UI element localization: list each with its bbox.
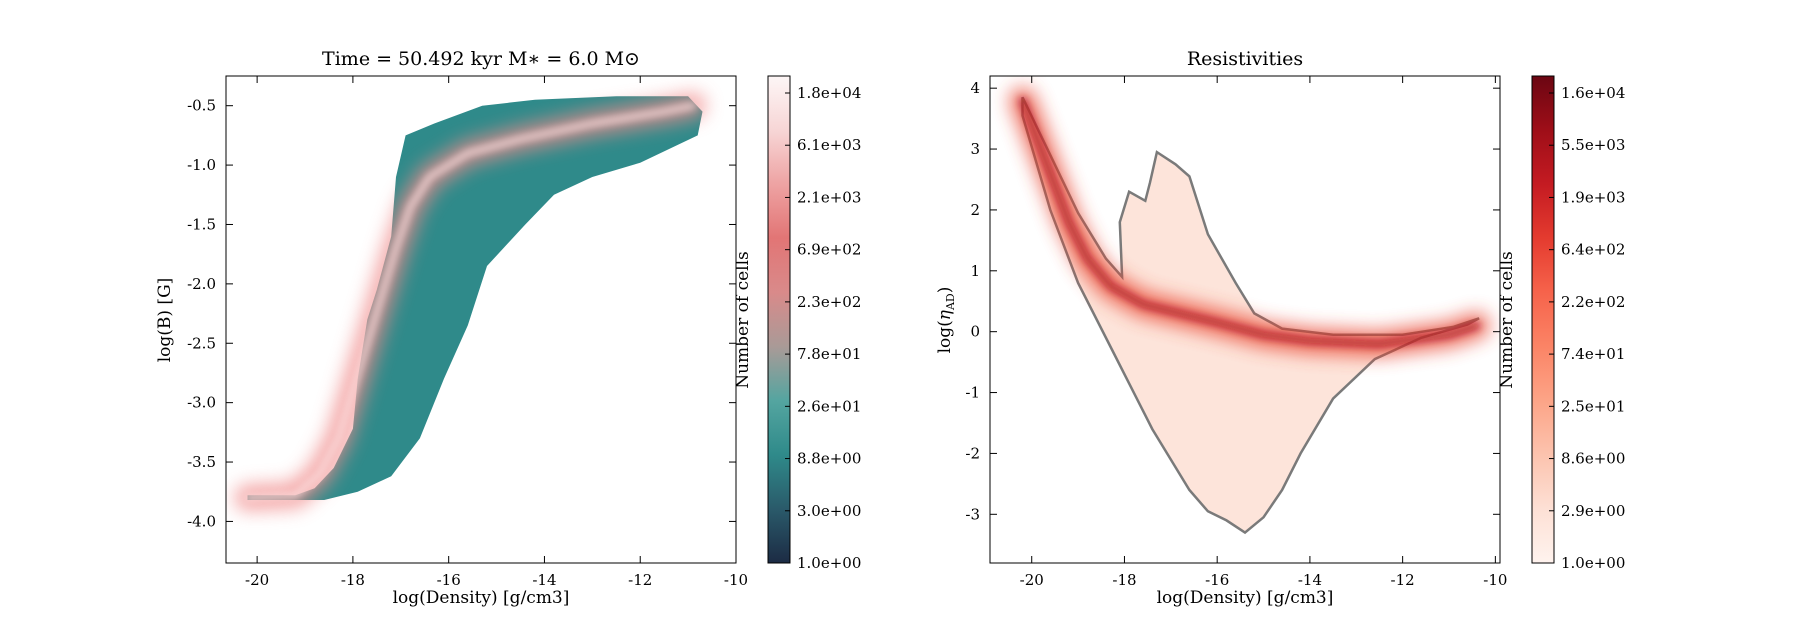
chart-panel-resistivities: Resistivities -20 -18 -16 -14 -12 -10 -3-2-10… <box>935 48 1625 608</box>
x-tick-label: -14 <box>532 571 556 589</box>
x-tick-label: -12 <box>1391 571 1415 589</box>
plot-frame <box>225 75 737 564</box>
x-axis-label: log(Density) [g/cm3] <box>393 588 570 608</box>
distribution-region <box>1021 96 1480 535</box>
x-tick-label: -20 <box>245 571 269 589</box>
colorbar-tick-label: 6.9e+02 <box>797 241 861 259</box>
x-axis: -20 -18 -16 -14 -12 -10 <box>245 76 748 589</box>
colorbar-tick-label: 8.6e+00 <box>1561 450 1625 468</box>
colorbar-tick-label: 3.0e+00 <box>797 502 861 520</box>
y-tick-label: -1.0 <box>187 156 216 174</box>
x-tick-label: -18 <box>341 571 365 589</box>
y-tick-label: -2 <box>965 444 980 462</box>
colorbar-tick-label: 8.8e+00 <box>797 450 861 468</box>
x-tick-label: -18 <box>1112 571 1136 589</box>
x-axis: -20 -18 -16 -14 -12 -10 <box>1020 76 1507 589</box>
colorbar-tick-label: 2.2e+02 <box>1561 293 1625 311</box>
x-tick-label: -10 <box>724 571 748 589</box>
x-tick-label: -16 <box>437 571 461 589</box>
y-tick-label: 2 <box>970 201 980 219</box>
heatmap-plot <box>1009 87 1490 535</box>
y-tick-label: -1 <box>965 384 980 402</box>
y-tick-label: -0.5 <box>187 97 216 115</box>
colorbar: 1.0e+00 3.0e+00 8.8e+00 2.6e+01 7.8e+01 2.3e+… <box>767 75 861 572</box>
colorbar-label: Number of cells <box>733 251 753 389</box>
y-tick-label: -3 <box>965 505 980 523</box>
colorbar-tick-label: 2.1e+03 <box>797 188 861 206</box>
x-tick-label: -20 <box>1020 571 1044 589</box>
colorbar-tick-label: 2.5e+01 <box>1561 397 1625 415</box>
y-tick-label: 4 <box>970 79 980 97</box>
colorbar-tick-label: 7.8e+01 <box>797 345 861 363</box>
colorbar-tick-label: 6.4e+02 <box>1561 241 1625 259</box>
y-tick-label: -3.0 <box>187 394 216 412</box>
x-axis-label: log(Density) [g/cm3] <box>1157 588 1334 608</box>
y-tick-label: -4.0 <box>187 512 216 530</box>
y-tick-label: -2.5 <box>187 334 216 352</box>
colorbar-tick-label: 6.1e+03 <box>797 136 861 154</box>
colorbar-tick-label: 1.9e+03 <box>1561 188 1625 206</box>
density-ridge-core <box>1019 97 1480 347</box>
y-tick-label: 3 <box>970 140 980 158</box>
y-axis: -4.0 -3.5 -3.0 -2.5 -2.0 -1.5 -1.0 -0.5 <box>187 97 736 530</box>
x-tick-label: -12 <box>628 571 652 589</box>
y-axis-label: log(ηAD) <box>935 287 957 354</box>
y-axis: -3 -2 -1 0 1 2 3 4 <box>965 79 1500 523</box>
heatmap-plot <box>234 92 706 511</box>
density-ridge-core <box>244 102 696 501</box>
colorbar-tick-label: 2.9e+00 <box>1561 502 1625 520</box>
colorbar-tick-label: 1.8e+04 <box>797 84 861 102</box>
colorbar-tick-label: 5.5e+03 <box>1561 136 1625 154</box>
colorbar: 1.0e+00 2.9e+00 8.6e+00 2.5e+01 7.4e+01 2.2e+… <box>1531 75 1625 572</box>
y-tick-label: 1 <box>970 262 980 280</box>
colorbar-gradient <box>1531 75 1555 564</box>
colorbar-tick-label: 7.4e+01 <box>1561 345 1625 363</box>
colorbar-tick-label: 2.6e+01 <box>797 397 861 415</box>
y-tick-label: -1.5 <box>187 215 216 233</box>
colorbar-tick-label: 1.6e+04 <box>1561 84 1625 102</box>
x-tick-label: -16 <box>1205 571 1229 589</box>
x-tick-label: -10 <box>1483 571 1507 589</box>
y-axis-label: log(B) [G] <box>155 278 175 363</box>
colorbar-gradient <box>767 75 791 564</box>
chart-title: Time = 50.492 kyr M∗ = 6.0 M⊙ <box>322 48 640 70</box>
colorbar-tick-label: 1.0e+00 <box>1561 554 1625 572</box>
plot-frame <box>989 75 1501 564</box>
chart-panel-magnetic-field: Time = 50.492 kyr M∗ = 6.0 M⊙ -20 -18 -16-… <box>155 48 861 608</box>
y-tick-label: -3.5 <box>187 453 216 471</box>
x-tick-label: -14 <box>1298 571 1322 589</box>
colorbar-tick-label: 1.0e+00 <box>797 554 861 572</box>
y-tick-label: -2.0 <box>187 275 216 293</box>
colorbar-tick-label: 2.3e+02 <box>797 293 861 311</box>
colorbar-label: Number of cells <box>1497 251 1517 389</box>
y-tick-label: 0 <box>970 323 980 341</box>
chart-title: Resistivities <box>1187 48 1303 70</box>
